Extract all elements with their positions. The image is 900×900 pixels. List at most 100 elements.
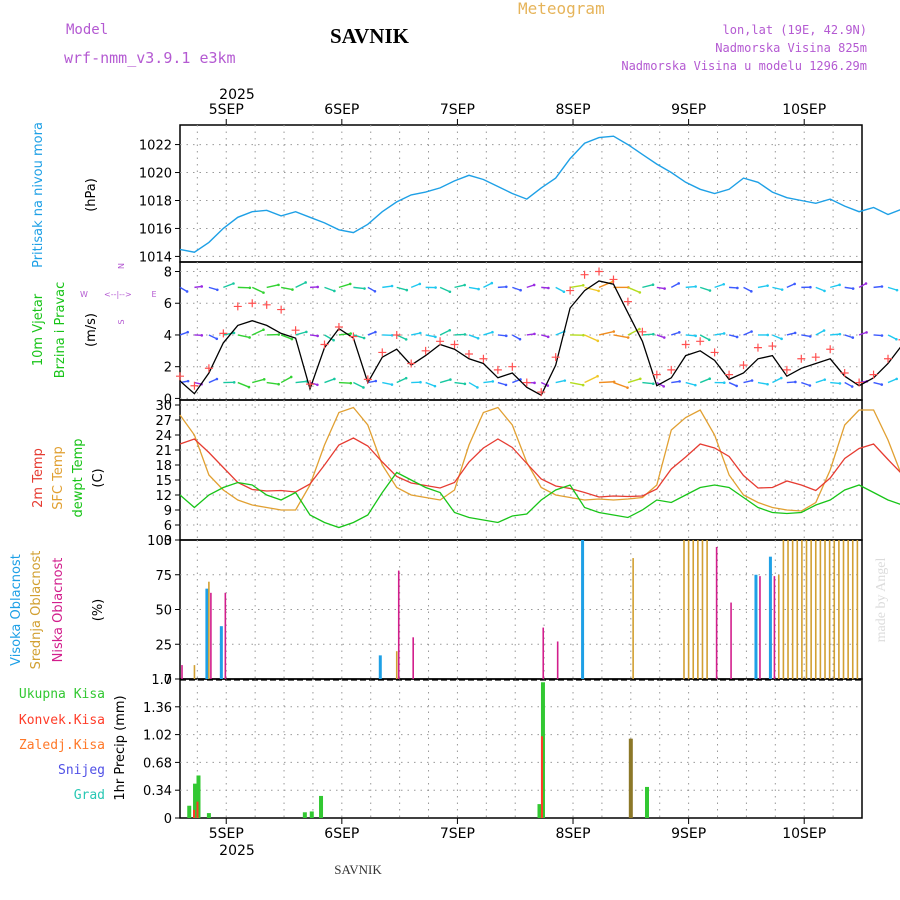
wind-arrow-head (449, 378, 452, 381)
day-label-bottom: 5SEP (209, 826, 244, 842)
wind-gust-marker (233, 302, 242, 311)
wind-arrow-head (582, 333, 585, 337)
wind-arrow-head (349, 332, 352, 335)
wind-arrow (483, 380, 493, 384)
clouds-ytick-label: 75 (155, 569, 172, 584)
wind-arrow (555, 286, 565, 293)
model-elevation-label: Nadmorska Visina u modelu 1296.29m (621, 59, 867, 73)
wind-arrow (584, 286, 599, 292)
cloud-mid-bar (692, 540, 695, 679)
wind-arrow (439, 378, 451, 384)
wind-gust-marker (768, 342, 777, 351)
wind-arrow-head (277, 382, 280, 386)
wind-arrow (497, 286, 507, 289)
wind-arrow-head (652, 332, 655, 336)
wind-arrow (382, 381, 393, 386)
wind-arrow (367, 331, 376, 336)
wind-arrow (208, 334, 218, 340)
precip-title: 1hr Precip (mm) (113, 695, 128, 800)
wind-arrow-head (448, 290, 452, 294)
wind-arrow (555, 379, 565, 384)
wind-arrow-head (596, 374, 599, 378)
wind-arrow-head (694, 383, 697, 387)
wind-arrow (728, 334, 738, 338)
wind-arrow (411, 332, 421, 336)
wind-arrow (266, 381, 279, 385)
wind-arrow (844, 286, 854, 290)
cloud-mid-bar (777, 574, 780, 679)
clouds-ytick-label: 25 (155, 638, 172, 653)
cloud-high-bar (378, 655, 382, 679)
wind-arrow-head (851, 336, 855, 339)
precip-frame (179, 678, 863, 819)
wind-arrow-head (200, 285, 204, 288)
precip-total-bar (206, 813, 211, 818)
wind-arrow-head (463, 382, 467, 386)
precip-total-bar (644, 786, 649, 818)
pressure-line (179, 135, 900, 253)
wind-arrow-head (662, 336, 666, 339)
cloud-low-bar (210, 592, 212, 679)
wind-arrow-head (289, 375, 293, 379)
cloud-mid-bar (828, 540, 831, 679)
precip-total-bar (302, 812, 307, 818)
wind-gust-marker (797, 354, 806, 363)
wind-arrow-head (864, 282, 868, 285)
wind-arrow-head (349, 381, 353, 385)
wind-arrow-head (216, 288, 219, 292)
day-label-bottom: 7SEP (440, 826, 475, 842)
cloud-mid-bar (824, 540, 826, 679)
wind-gust-marker (811, 353, 820, 362)
wind-arrow-head (677, 331, 681, 334)
day-label-bottom: 10SEP (782, 826, 826, 842)
wind-arrow-head (838, 283, 841, 287)
wind-arrow (396, 286, 407, 291)
wind-arrow-head (248, 336, 251, 339)
cloud-unit: (%) (91, 599, 106, 622)
wind-arrow-head (316, 334, 319, 338)
legend-frz-rain: Zaledj.Kisa (19, 738, 105, 753)
wind-arrow (873, 381, 882, 386)
wind-gust-marker (248, 299, 257, 308)
wind-arrow-head (750, 290, 753, 293)
wind-gust-marker (450, 340, 459, 349)
cloud-mid-bar (632, 558, 634, 679)
pressure-ytick-label: 1022 (139, 139, 172, 154)
wind-arrow (512, 286, 521, 291)
wind-arrow (772, 286, 783, 291)
precip-total-bar (187, 805, 192, 818)
day-label-bottom: 8SEP (555, 826, 590, 842)
temperature-frame (179, 399, 863, 541)
wind-arrow (656, 334, 665, 339)
wind-arrow (830, 284, 840, 289)
wind-arrow-head (750, 330, 753, 333)
temperature-ytick-label: 15 (155, 474, 172, 489)
cloud-low-bar (556, 641, 559, 679)
cloud-low-bar (181, 665, 183, 679)
wind-arrow (569, 381, 584, 386)
wind-gust-marker (551, 353, 560, 362)
precip-ytick-label: 0 (164, 812, 172, 827)
cloud-mid-bar (697, 540, 699, 679)
wind-arrow-head (390, 383, 394, 386)
wind-arrow (338, 332, 351, 336)
wind-arrow (555, 330, 565, 336)
wind-arrow-head (463, 333, 467, 336)
wind-arrow (584, 334, 599, 342)
wind-arrow (295, 331, 307, 336)
wind-arrow (570, 284, 584, 289)
cloud-mid-bar (856, 540, 859, 679)
wind-arrow-head (581, 383, 585, 387)
wind-arrow-head (504, 334, 508, 338)
cloud-low-bar (715, 546, 718, 679)
wind-gust-marker (869, 370, 878, 379)
wind-arrow-head (563, 379, 567, 382)
wind-arrow-head (880, 334, 884, 337)
cloud-mid-bar (814, 540, 817, 679)
pressure-ytick-label: 1018 (139, 194, 172, 209)
wind-gust-marker (667, 365, 676, 374)
wind-gust-marker (493, 365, 502, 374)
wind-arrow (627, 286, 641, 294)
wind-gust-marker (392, 330, 401, 339)
